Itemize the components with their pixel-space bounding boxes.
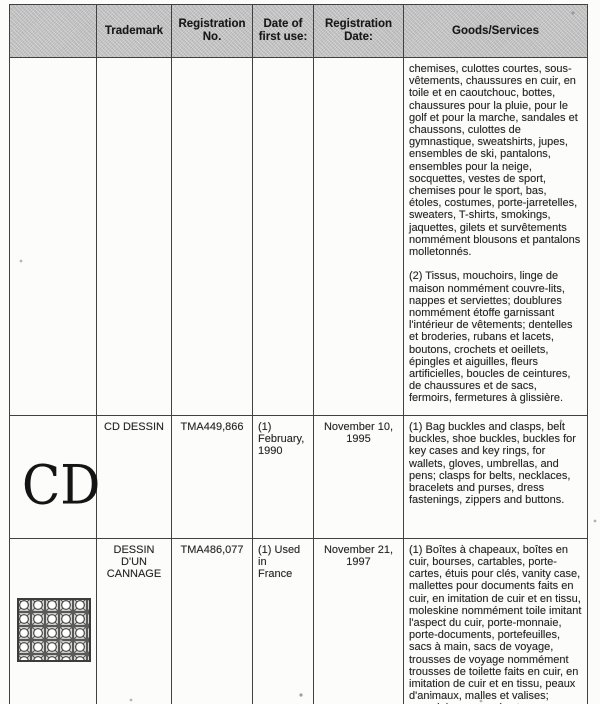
header-registration-no: Registration No.	[171, 4, 253, 58]
header-mark-image	[9, 4, 97, 58]
registration-date-cell-empty	[313, 57, 404, 416]
header-trademark: Trademark	[96, 4, 172, 58]
scan-noise-specks	[0, 0, 2, 2]
registration-date: November 10, 1995	[313, 415, 404, 539]
table-row-cannage: DESSIN D'UN CANNAGE TMA486,077 (1) Used …	[9, 537, 588, 704]
goods-services-text: (1) Bag buckles and clasps, belt buckles…	[403, 415, 588, 539]
cannage-pattern-image	[17, 573, 91, 677]
registration-date: November 21, 1997	[313, 537, 404, 704]
registration-no-cell-empty	[171, 57, 253, 416]
date-of-first-use-cell-empty	[252, 57, 314, 416]
trademark-name: DESSIN D'UN CANNAGE	[96, 537, 172, 704]
trademark-image-cell	[9, 537, 97, 704]
table-row-continuation: chemises, culottes courtes, sous-vêtemen…	[9, 57, 588, 416]
trademark-cell-empty	[96, 57, 172, 416]
cd-logo-mark: CD	[22, 454, 101, 517]
table-row-cd-dessin: CD CD DESSIN TMA449,866 (1) February, 19…	[9, 415, 588, 539]
registration-no: TMA449,866	[171, 415, 253, 539]
header-registration-date: Registration Date:	[313, 4, 404, 58]
date-of-first-use: (1) February, 1990	[252, 415, 314, 539]
goods-services-text: (1) Boîtes à chapeaux, boîtes en cuir, b…	[403, 537, 588, 704]
table-header-row: Trademark Registration No. Date of first…	[9, 4, 588, 58]
trademark-name: CD DESSIN	[96, 415, 172, 539]
registration-no: TMA486,077	[171, 537, 253, 704]
goods-services-text: chemises, culottes courtes, sous-vêtemen…	[403, 57, 588, 416]
header-goods-services: Goods/Services	[403, 4, 588, 58]
trademark-image-cell-empty	[9, 57, 97, 416]
trademark-image-cell: CD	[9, 415, 101, 539]
header-date-of-first-use: Date of first use:	[252, 4, 314, 58]
date-of-first-use: (1) Used in France	[252, 537, 314, 704]
trademark-registration-table: Trademark Registration No. Date of first…	[9, 4, 588, 704]
